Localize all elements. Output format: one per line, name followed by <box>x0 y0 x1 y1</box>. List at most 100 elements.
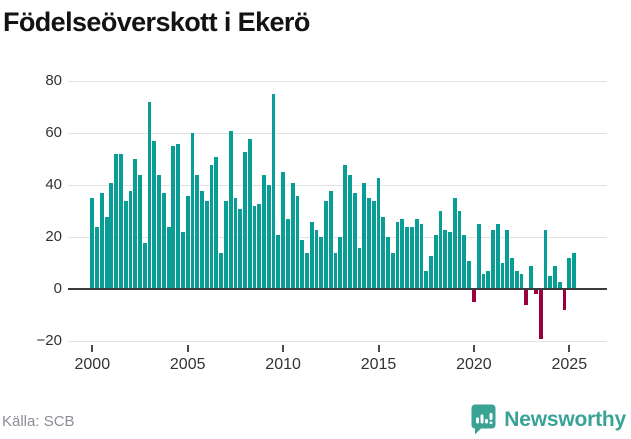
bar-53 <box>343 164 347 290</box>
bar-59 <box>371 200 376 290</box>
bar-74 <box>443 229 448 290</box>
bar-7 <box>123 200 128 290</box>
x-axis-label-2020: 2020 <box>456 356 492 373</box>
y-axis-label-40: 40 <box>45 176 62 194</box>
bar-89 <box>514 271 519 290</box>
gridline-y-60 <box>68 132 607 134</box>
bar-73 <box>438 211 443 290</box>
bar-20 <box>185 195 190 290</box>
bar-45 <box>305 252 309 290</box>
bar-58 <box>367 198 371 290</box>
bar-76 <box>452 198 457 290</box>
bar-98 <box>557 281 562 290</box>
bar-42 <box>290 182 295 290</box>
bar-24 <box>204 200 209 290</box>
bar-64 <box>395 221 400 290</box>
y-axis-label-80: 80 <box>45 72 62 90</box>
chart-title: Födelseöverskott i Ekerö <box>3 7 310 37</box>
brand-wordmark: Newsworthy <box>504 407 626 431</box>
bar-71 <box>429 255 433 290</box>
bar-91 <box>524 289 529 305</box>
bar-17 <box>171 146 176 290</box>
bar-62 <box>386 237 390 290</box>
bar-33 <box>247 138 252 290</box>
bar-54 <box>347 174 352 290</box>
bar-94 <box>538 289 543 339</box>
bar-1 <box>95 226 99 290</box>
bar-36 <box>262 174 266 290</box>
bar-90 <box>519 273 524 290</box>
bar-100 <box>567 258 572 290</box>
bar-49 <box>324 200 328 290</box>
x-axis-label-2015: 2015 <box>360 356 397 373</box>
bar-99 <box>562 289 567 311</box>
bar-4 <box>109 182 114 290</box>
x-axis-tick-2010 <box>282 345 285 352</box>
bar-52 <box>338 237 343 290</box>
x-axis-label-2010: 2010 <box>265 356 301 373</box>
bar-81 <box>476 224 481 290</box>
bar-96 <box>548 276 553 290</box>
bar-69 <box>419 224 424 290</box>
bar-40 <box>281 172 285 290</box>
bar-23 <box>200 190 204 290</box>
x-axis-tick-2000 <box>91 345 94 352</box>
bar-46 <box>309 221 314 290</box>
bar-61 <box>381 216 386 290</box>
bar-68 <box>414 219 419 290</box>
bar-72 <box>433 234 438 290</box>
bar-84 <box>491 229 495 290</box>
y-axis-label-60: 60 <box>45 124 62 142</box>
y-axis-label-0: 0 <box>53 280 62 298</box>
bar-56 <box>357 247 362 290</box>
bar-43 <box>295 195 300 290</box>
bar-82 <box>481 273 486 290</box>
bar-80 <box>472 289 476 303</box>
bar-2 <box>99 193 104 290</box>
bar-26 <box>214 156 219 290</box>
bar-19 <box>181 232 185 290</box>
bar-16 <box>166 226 171 290</box>
bar-12 <box>147 102 152 290</box>
bar-60 <box>376 177 381 290</box>
bar-97 <box>553 265 557 290</box>
x-axis-label-2005: 2005 <box>169 356 206 373</box>
bar-21 <box>190 133 195 290</box>
gridline-y-40 <box>68 184 607 186</box>
bar-10 <box>138 174 142 290</box>
bar-30 <box>233 198 238 290</box>
bar-57 <box>362 182 367 290</box>
bar-88 <box>510 258 514 290</box>
gridline-y--20 <box>68 340 607 342</box>
gridline-y-80 <box>68 80 607 82</box>
y-axis-label-20: 20 <box>45 228 62 246</box>
bar-44 <box>300 239 305 290</box>
bar-41 <box>285 219 290 290</box>
bar-11 <box>142 242 147 290</box>
bar-27 <box>219 252 223 290</box>
bar-95 <box>543 229 548 290</box>
bar-51 <box>333 252 338 290</box>
bar-87 <box>505 229 510 290</box>
bar-35 <box>257 203 262 290</box>
x-axis-tick-2020 <box>472 345 475 352</box>
bar-67 <box>409 226 414 290</box>
bar-13 <box>152 141 157 290</box>
bar-48 <box>319 237 324 290</box>
bar-25 <box>209 164 214 290</box>
bar-75 <box>448 232 452 290</box>
gridline-y-20 <box>68 236 607 238</box>
bar-92 <box>529 265 534 290</box>
bar-78 <box>462 234 467 290</box>
bar-22 <box>195 174 200 290</box>
bar-65 <box>400 219 405 290</box>
bar-9 <box>133 159 138 290</box>
y-axis-label--20: −20 <box>36 332 62 350</box>
bar-3 <box>104 216 109 290</box>
x-axis-tick-2025 <box>568 345 571 352</box>
bar-28 <box>223 200 228 290</box>
bar-6 <box>119 154 123 290</box>
bar-31 <box>238 208 243 290</box>
bar-85 <box>495 224 500 290</box>
x-axis-tick-2005 <box>186 345 189 352</box>
